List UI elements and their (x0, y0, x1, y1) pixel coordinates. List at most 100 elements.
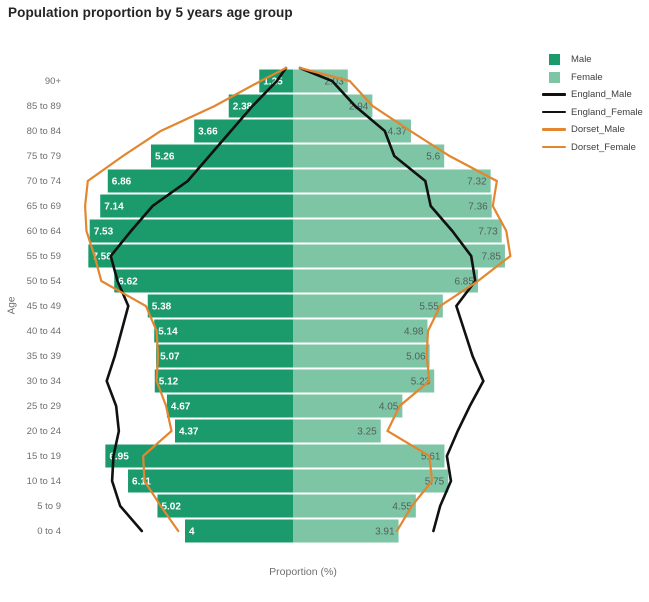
value-label-female-2: 4.37 (388, 127, 408, 138)
bar-female-10 (293, 319, 428, 343)
value-label-male-3: 5.26 (155, 152, 175, 163)
bar-male-8 (114, 269, 293, 293)
bar-female-4 (293, 169, 491, 193)
value-label-female-5: 7.36 (468, 202, 488, 213)
legend-line-swatch (542, 145, 571, 149)
legend-item-dorset-female: Dorset_Female (542, 141, 643, 154)
bar-male-10 (154, 319, 293, 343)
bar-male-14 (175, 419, 293, 443)
bar-female-11 (293, 344, 430, 368)
bar-female-15 (293, 444, 445, 468)
bar-female-6 (293, 219, 502, 243)
bar-female-16 (293, 469, 449, 493)
bar-male-3 (150, 144, 293, 168)
bar-female-3 (293, 144, 445, 168)
value-label-female-9: 5.55 (419, 302, 439, 313)
bar-female-18 (293, 519, 399, 543)
value-label-male-11: 5.07 (160, 352, 180, 363)
age-tick-label: 50 to 54 (27, 276, 61, 287)
x-axis-label: Proportion (%) (269, 566, 337, 578)
legend-item-england-female: England_Female (542, 106, 643, 119)
value-label-male-9: 5.38 (152, 302, 172, 313)
value-label-female-11: 5.06 (406, 352, 426, 363)
legend-square-swatch (542, 71, 571, 83)
line-england-female (298, 66, 485, 533)
value-label-female-3: 5.6 (426, 152, 440, 163)
value-label-male-4: 6.86 (112, 177, 132, 188)
value-label-female-10: 4.98 (404, 327, 424, 338)
age-tick-label: 70 to 74 (27, 176, 61, 187)
bar-female-17 (293, 494, 416, 518)
legend-label: Dorset_Male (571, 124, 625, 135)
value-label-male-12: 5.12 (159, 377, 179, 388)
value-label-female-17: 4.55 (392, 502, 412, 513)
legend-item-england-male: England_Male (542, 88, 643, 101)
age-tick-label: 60 to 64 (27, 226, 61, 237)
bar-male-17 (157, 494, 293, 518)
legend-item-male: Male (542, 53, 643, 66)
value-label-female-15: 5.61 (421, 452, 441, 463)
value-label-male-8: 6.62 (118, 277, 138, 288)
bar-female-1 (293, 94, 373, 118)
value-label-male-17: 5.02 (161, 502, 181, 513)
legend-item-female: Female (542, 71, 643, 84)
age-tick-label: 85 to 89 (27, 101, 61, 112)
age-tick-label: 90+ (45, 76, 62, 87)
bar-male-6 (89, 219, 293, 243)
value-label-male-7: 7.58 (92, 252, 112, 263)
age-tick-label: 45 to 49 (27, 301, 61, 312)
bar-female-13 (293, 394, 403, 418)
value-label-male-6: 7.53 (94, 227, 114, 238)
age-tick-label: 20 to 24 (27, 426, 61, 437)
value-label-female-1: 2.94 (349, 102, 369, 113)
bar-female-2 (293, 119, 411, 143)
bar-male-18 (185, 519, 293, 543)
bar-female-9 (293, 294, 443, 318)
value-label-female-14: 3.25 (357, 427, 377, 438)
bar-female-5 (293, 194, 492, 218)
bar-male-13 (166, 394, 293, 418)
value-label-male-15: 6.95 (109, 452, 129, 463)
value-label-female-12: 5.23 (411, 377, 431, 388)
bar-male-12 (154, 369, 293, 393)
bar-female-0 (293, 69, 348, 93)
bar-female-14 (293, 419, 381, 443)
value-label-male-0: 1.25 (263, 77, 283, 88)
legend-label: Dorset_Female (571, 141, 636, 153)
value-label-male-10: 5.14 (158, 327, 178, 338)
value-label-male-2: 3.66 (198, 127, 218, 138)
legend-item-dorset-male: Dorset_Male (542, 123, 643, 136)
age-tick-label: 65 to 69 (27, 201, 61, 212)
value-label-female-8: 6.85 (454, 277, 474, 288)
age-tick-label: 25 to 29 (27, 401, 61, 412)
bar-female-7 (293, 244, 505, 268)
age-tick-label: 35 to 39 (27, 351, 61, 362)
age-tick-label: 0 to 4 (37, 526, 61, 537)
bar-male-1 (228, 94, 293, 118)
bar-male-11 (156, 344, 293, 368)
legend-line-swatch (542, 110, 571, 114)
value-label-female-18: 3.91 (375, 527, 395, 538)
age-tick-label: 55 to 59 (27, 251, 61, 262)
legend-label: England_Female (571, 106, 643, 118)
legend-label: England_Male (571, 89, 632, 100)
value-label-male-13: 4.67 (171, 402, 191, 413)
legend-square-swatch (542, 54, 571, 65)
line-dorset-female (298, 66, 512, 533)
bar-male-4 (107, 169, 293, 193)
legend-label: Female (571, 71, 603, 83)
bar-male-16 (128, 469, 293, 493)
legend: Male Female England_Male England_Female Dors… (542, 53, 643, 158)
legend-line-swatch (542, 128, 571, 131)
bar-male-9 (147, 294, 293, 318)
value-label-female-4: 7.32 (467, 177, 487, 188)
age-tick-label: 75 to 79 (27, 151, 61, 162)
value-label-female-16: 5.75 (425, 477, 445, 488)
age-tick-label: 30 to 34 (27, 376, 61, 387)
value-label-male-18: 4 (189, 527, 195, 538)
age-tick-label: 15 to 19 (27, 451, 61, 462)
value-label-female-6: 7.73 (478, 227, 498, 238)
bar-male-2 (194, 119, 293, 143)
